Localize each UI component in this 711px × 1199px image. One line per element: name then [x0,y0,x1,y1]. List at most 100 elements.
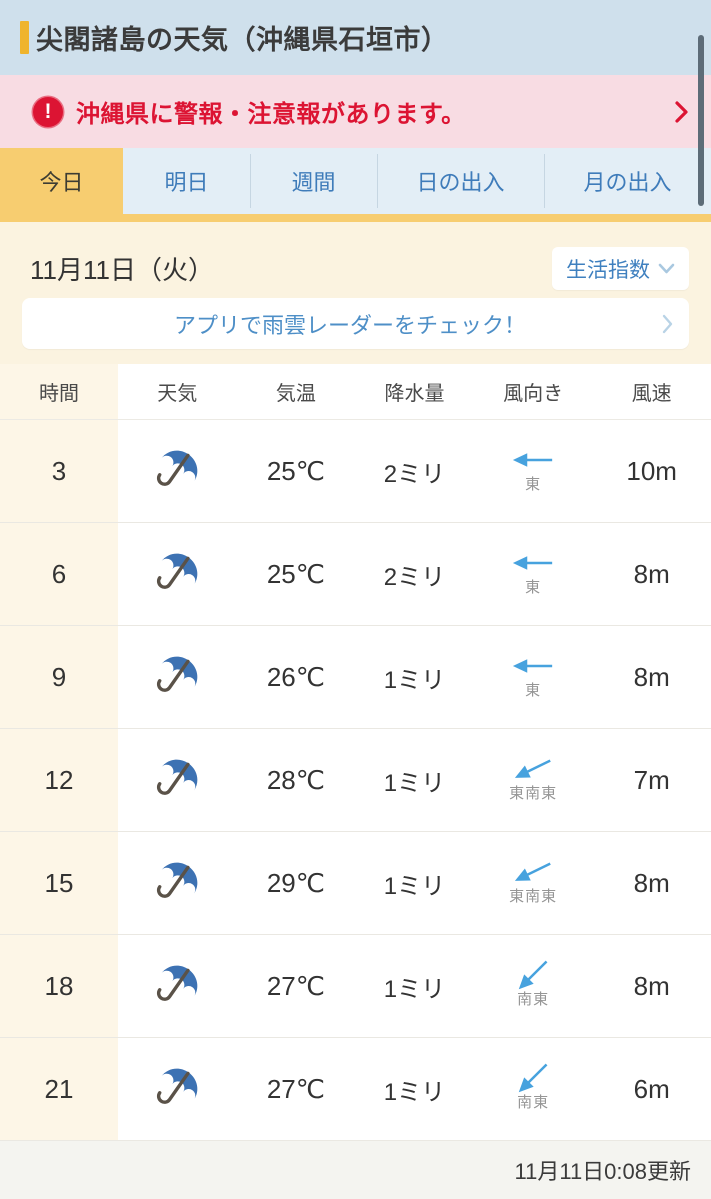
wind-direction-arrow-icon [512,452,553,467]
hour-value: 3 [0,420,118,522]
page-header: 尖閣諸島の天気（沖縄県石垣市） [0,0,711,75]
temperature-value: 26℃ [266,661,325,692]
forecast-row: 3 25℃ 2ミリ 東 10m [0,420,711,523]
wind-direction-arrow-icon [512,658,553,673]
wind-speed-value: 8m [633,867,670,898]
wind-direction-cell: 東南東 [474,832,593,934]
wind-direction-cell: 東 [474,626,593,728]
warning-text: 沖縄県に警報・注意報があります。 [76,101,466,128]
wind-direction-label: 東 [525,475,542,493]
wind-direction-cell: 東 [474,420,593,522]
rain-umbrella-icon [157,862,198,898]
hour-value: 6 [0,523,118,625]
rain-umbrella-icon [157,759,198,795]
header-temp: 気温 [275,383,316,405]
temperature-value: 27℃ [266,1073,325,1104]
weather-cell [118,420,237,522]
tab-tomorrow[interactable]: 明日 [123,148,250,214]
tab-bar: 今日 明日 週間 日の出入 月の出入 [0,148,711,222]
forecast-row: 18 27℃ 1ミリ 南東 8m [0,935,711,1038]
table-header-row: 時間 天気 気温 降水量 風向き 風速 [0,364,711,420]
warning-banner[interactable]: ! 沖縄県に警報・注意報があります。 [0,75,711,148]
tab-sunrise-sunset[interactable]: 日の出入 [377,148,544,214]
temperature-value: 25℃ [266,455,325,486]
radar-banner-text: アプリで雨雲レーダーをチェック！ [173,312,526,338]
chevron-right-icon [675,100,688,123]
wind-speed-value: 7m [633,764,670,795]
tab-weekly[interactable]: 週間 [250,148,377,214]
page-title: 尖閣諸島の天気（沖縄県石垣市） [36,25,449,55]
wind-direction-cell: 南東 [474,1038,593,1140]
weather-cell [118,935,237,1037]
forecast-row: 15 29℃ 1ミリ 東南東 8m [0,832,711,935]
life-index-label: 生活指数 [566,258,650,282]
temperature-value: 28℃ [266,764,325,795]
wind-direction-arrow-icon [512,555,553,570]
wind-speed-value: 8m [633,970,670,1001]
header-precip: 降水量 [384,383,445,405]
precipitation-value: 1ミリ [383,975,446,1003]
tab-moonrise-moonset[interactable]: 月の出入 [544,148,711,214]
weather-cell [118,626,237,728]
title-accent-bar [20,21,29,54]
forecast-row: 21 27℃ 1ミリ 南東 6m [0,1038,711,1141]
wind-direction-cell: 東 [474,523,593,625]
hour-value: 12 [0,729,118,831]
weather-cell [118,832,237,934]
precipitation-value: 1ミリ [383,872,446,900]
precipitation-value: 2ミリ [383,563,446,591]
chevron-right-icon [662,314,673,333]
header-weather: 天気 [157,383,198,405]
rain-umbrella-icon [157,656,198,692]
temperature-value: 27℃ [266,970,325,1001]
forecast-row: 9 26℃ 1ミリ 東 8m [0,626,711,729]
wind-speed-value: 6m [633,1073,670,1104]
rain-umbrella-icon [157,450,198,486]
hour-value: 18 [0,935,118,1037]
scrollbar-thumb[interactable] [698,35,704,206]
hour-value: 21 [0,1038,118,1140]
forecast-row: 6 25℃ 2ミリ 東 8m [0,523,711,626]
wind-direction-cell: 東南東 [474,729,593,831]
wind-direction-label: 南東 [517,990,550,1008]
temperature-value: 25℃ [266,558,325,589]
rain-umbrella-icon [157,553,198,589]
hour-value: 9 [0,626,118,728]
wind-direction-arrow-icon [514,758,551,778]
date-label: 11月11日（火） [30,255,214,285]
wind-speed-value: 10m [626,455,677,486]
wind-direction-label: 東南東 [509,784,558,802]
life-index-button[interactable]: 生活指数 [552,247,689,290]
header-wind-speed: 風速 [631,383,672,405]
wind-direction-arrow-icon [514,861,551,881]
wind-direction-label: 南東 [517,1093,550,1111]
temperature-value: 29℃ [266,867,325,898]
wind-speed-value: 8m [633,661,670,692]
precipitation-value: 1ミリ [383,769,446,797]
header-wind-dir: 風向き [503,383,564,405]
radar-banner[interactable]: アプリで雨雲レーダーをチェック！ [22,298,689,349]
wind-direction-cell: 南東 [474,935,593,1037]
precipitation-value: 2ミリ [383,460,446,488]
weather-cell [118,523,237,625]
chevron-down-icon [658,263,675,274]
rain-umbrella-icon [157,1068,198,1104]
rain-umbrella-icon [157,965,198,1001]
forecast-row: 12 28℃ 1ミリ 東南東 7m [0,729,711,832]
weather-cell [118,1038,237,1140]
wind-direction-label: 東南東 [509,887,558,905]
today-panel: 11月11日（火） 生活指数 アプリで雨雲レーダーをチェック！ [0,222,711,364]
hourly-forecast-table: 時間 天気 気温 降水量 風向き 風速 3 25℃ 2ミリ [0,364,711,1141]
wind-speed-value: 8m [633,558,670,589]
page-footer: 11月11日0:08更新 [0,1141,711,1199]
precipitation-value: 1ミリ [383,1078,446,1106]
wind-direction-arrow-icon [518,960,548,989]
wind-direction-arrow-icon [518,1063,548,1092]
updated-timestamp: 11月11日0:08更新 [514,1159,692,1184]
wind-direction-label: 東 [525,578,542,596]
weather-cell [118,729,237,831]
hour-value: 15 [0,832,118,934]
precipitation-value: 1ミリ [383,666,446,694]
tab-today[interactable]: 今日 [39,170,84,195]
